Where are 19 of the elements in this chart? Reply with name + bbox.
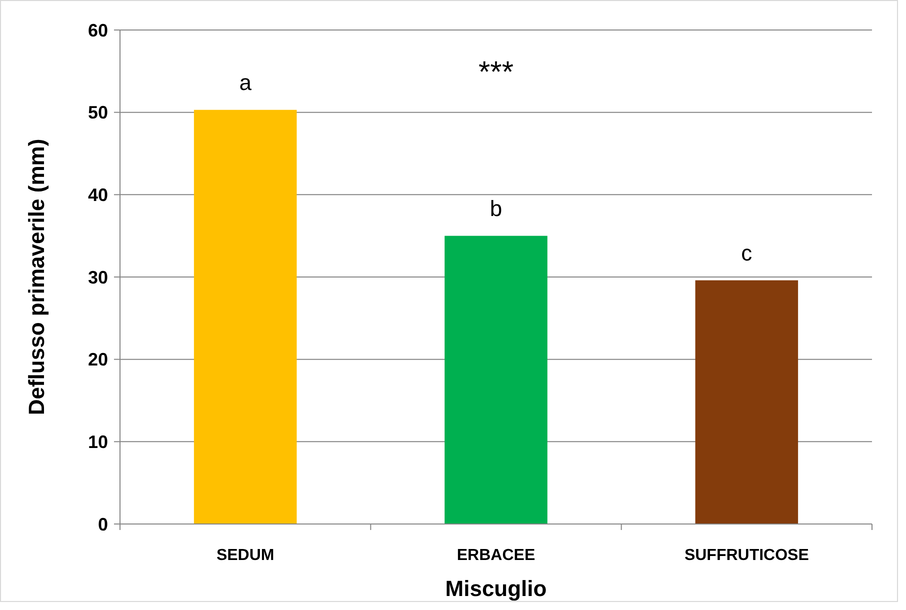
x-axis-title: Miscuglio — [445, 576, 547, 601]
y-tick-label: 40 — [88, 184, 108, 205]
y-tick-label: 0 — [98, 514, 108, 534]
x-tick-label: ERBACEE — [456, 547, 536, 564]
y-tick-label: 30 — [88, 267, 108, 288]
y-tick-label: 50 — [88, 102, 108, 123]
y-axis-title: Deflusso primaverile (mm) — [24, 138, 49, 416]
x-tick-label: SEDUM — [216, 547, 274, 564]
y-tick-label: 60 — [88, 20, 108, 40]
bar — [444, 236, 548, 524]
bar — [194, 110, 297, 524]
bar — [695, 280, 798, 524]
y-tick-label: 10 — [88, 432, 108, 452]
y-tick-label: 20 — [88, 350, 108, 370]
annotation: c — [741, 240, 752, 266]
annotation: b — [490, 196, 502, 221]
annotation: a — [239, 70, 252, 95]
x-tick-label: SUFFRUTICOSE — [684, 547, 810, 564]
annotation: *** — [478, 56, 514, 89]
